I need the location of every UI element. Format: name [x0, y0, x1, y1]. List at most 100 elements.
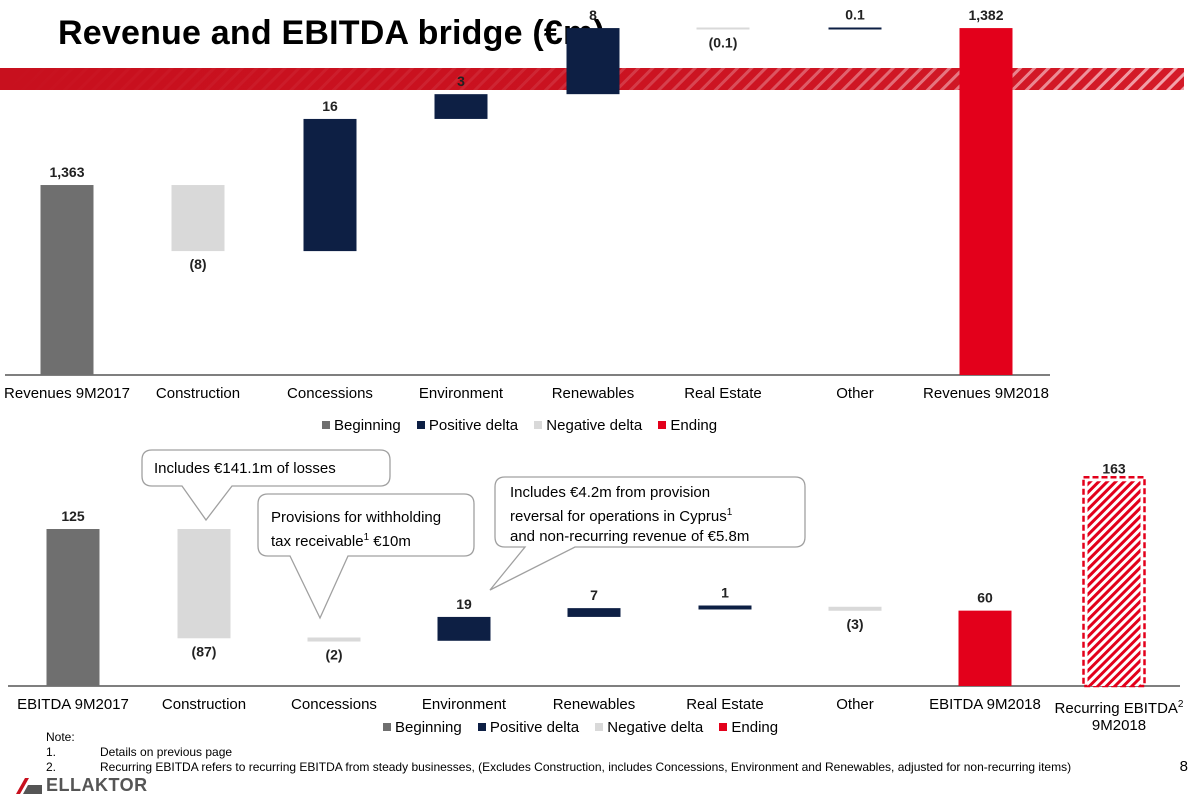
category-label-real-estate: Real Estate: [684, 385, 762, 402]
bar-revenues-9m2018: [959, 28, 1013, 376]
legend-label-beginning: Beginning: [334, 417, 401, 434]
legend-label-positive: Positive delta: [428, 417, 519, 434]
page-title: Revenue and EBITDA bridge (€m): [58, 14, 605, 52]
logo-text: ELLAKTOR: [46, 775, 148, 795]
category-label-real-estate: Real Estate: [686, 696, 764, 713]
bar-revenues-9m2017: [40, 185, 94, 375]
data-label-construction: (87): [192, 643, 217, 659]
legend-label-ending: Ending: [670, 417, 718, 434]
data-label-renewables: 7: [590, 587, 598, 603]
bar-real-estate: [698, 605, 752, 610]
data-label-concessions: (2): [325, 647, 342, 663]
bar-other: [828, 27, 882, 30]
page-number: 8: [1179, 758, 1188, 775]
bar-renewables: [566, 28, 620, 95]
category-label-renewables: Renewables: [552, 696, 636, 713]
legend-swatch-beginning: [322, 421, 330, 429]
note-2: 2. Recurring EBITDA refers to recurring E…: [46, 760, 1071, 775]
category-label-environment: Environment: [421, 696, 507, 713]
callout-concessions-line1: Provisions for withholding: [271, 509, 442, 526]
callout-concessions-box: [257, 493, 475, 620]
category-label-environment: Environment: [418, 385, 504, 402]
bar-renewables: [567, 608, 621, 617]
data-label-revenues-9m2017: 1,363: [49, 164, 84, 180]
notes-heading: Note:: [46, 730, 75, 744]
note-1-text: Details on previous page: [100, 745, 233, 759]
category-label-construction: Construction: [161, 696, 247, 713]
footnote-ref: 1: [726, 507, 733, 518]
waterfall-1: 125 (87) (2) 19 7 1 (3) 60 163: [8, 460, 1180, 688]
bar-environment: [437, 616, 491, 641]
legend-swatch-negative: [595, 723, 604, 731]
callout-environment-line2-text: reversal for operations in Cyprus: [510, 508, 727, 525]
bar-recurring-ebitda-9m2018: [1087, 481, 1141, 686]
legend-swatch-negative: [534, 421, 543, 429]
category-label-concessions: Concessions: [287, 385, 373, 402]
data-label-real-estate: (0.1): [709, 34, 738, 50]
data-label-recurring-ebitda-9m2018: 163: [1102, 460, 1126, 476]
callout-concessions-line2-amount: €10m: [369, 533, 411, 550]
legend-label-negative: Negative delta: [546, 417, 643, 434]
data-label-concessions: 16: [322, 98, 338, 114]
data-label-environment: 19: [456, 596, 472, 612]
data-label-other: (3): [846, 616, 863, 632]
legend-swatch-positive: [477, 723, 486, 731]
callout-environment-line1: Includes €4.2m from provision: [510, 484, 711, 501]
category-label-other: Other: [836, 696, 874, 713]
company-logo: ELLAKTOR: [16, 775, 148, 796]
callout-environment-line2: reversal for operations in Cyprus1: [510, 503, 749, 527]
note-1-num: 1.: [46, 745, 57, 759]
callout-environment-text: Includes €4.2m from provision reversal f…: [510, 483, 749, 547]
callout-concessions-line2: tax receivable1 €10m: [271, 528, 441, 552]
legend-swatch-positive: [416, 421, 425, 429]
category-label-construction: Construction: [155, 385, 241, 402]
data-label-other: 0.1: [845, 6, 865, 22]
bar-concessions: [307, 637, 361, 642]
legend-label-ending: Ending: [731, 719, 779, 736]
data-label-renewables: 8: [589, 7, 597, 23]
legend-label-negative: Negative delta: [607, 719, 704, 736]
callout-concessions-line2-text: tax receivable: [271, 533, 364, 550]
note-2-num: 2.: [46, 760, 57, 774]
category-label-renewables: Renewables: [551, 385, 635, 402]
category-label-other: Other: [836, 385, 874, 402]
callout-construction-text: Includes €141.1m of losses: [154, 460, 336, 477]
data-label-environment: 3: [457, 73, 465, 89]
callout-environment-line3: and non-recurring revenue of €5.8m: [510, 528, 750, 545]
legend-swatch-beginning: [383, 723, 391, 731]
logo-mark-icon: [16, 777, 42, 794]
category-label-concessions: Concessions: [291, 696, 377, 713]
data-label-revenues-9m2018: 1,382: [968, 7, 1003, 23]
bar-real-estate: [696, 27, 750, 30]
category-label-ebitda-9m2018: EBITDA 9M2018: [929, 696, 1041, 713]
revenue-legend: Beginning Positive delta Negative delta …: [310, 417, 717, 434]
note-1: 1. Details on previous page: [46, 745, 1071, 760]
legend-label-beginning: Beginning: [395, 719, 462, 736]
waterfall-0: 1,363 (8) 16 3 8 (0.1) 0.1 1,382: [5, 6, 1050, 376]
data-label-real-estate: 1: [721, 585, 729, 601]
callout-construction-box: [141, 449, 391, 522]
data-label-ebitda-9m2017: 125: [61, 508, 85, 524]
callout-concessions-text: Provisions for withholding tax receivabl…: [271, 508, 441, 552]
data-label-construction: (8): [189, 256, 206, 272]
bar-construction: [171, 185, 225, 252]
data-label-ebitda-9m2018: 60: [977, 590, 993, 606]
bar-ebitda-9m2018: [958, 610, 1012, 686]
legend-swatch-ending: [658, 421, 667, 429]
bar-concessions: [303, 118, 357, 252]
bar-construction: [177, 529, 231, 639]
bar-other: [828, 606, 882, 611]
legend-swatch-ending: [719, 723, 728, 731]
category-label-revenues-9m2017: Revenues 9M2017: [4, 385, 130, 402]
category-label-recurring-ebitda-9m2018: Recurring EBITDA2 9M2018: [1054, 699, 1184, 734]
bar-ebitda-9m2017: [46, 529, 100, 686]
note-2-text: Recurring EBITDA refers to recurring EBI…: [100, 760, 1072, 774]
callout-environment-box: [489, 476, 806, 591]
category-label-revenues-9m2018: Revenues 9M2018: [923, 385, 1049, 402]
footnote-ref: 1: [363, 532, 370, 543]
ebitda-legend: Beginning Positive delta Negative delta …: [371, 719, 778, 736]
notes: Note: 1. Details on previous page 2. Recur…: [46, 730, 1071, 775]
category-label-ebitda-9m2017: EBITDA 9M2017: [17, 696, 129, 713]
bar-environment: [434, 94, 488, 119]
